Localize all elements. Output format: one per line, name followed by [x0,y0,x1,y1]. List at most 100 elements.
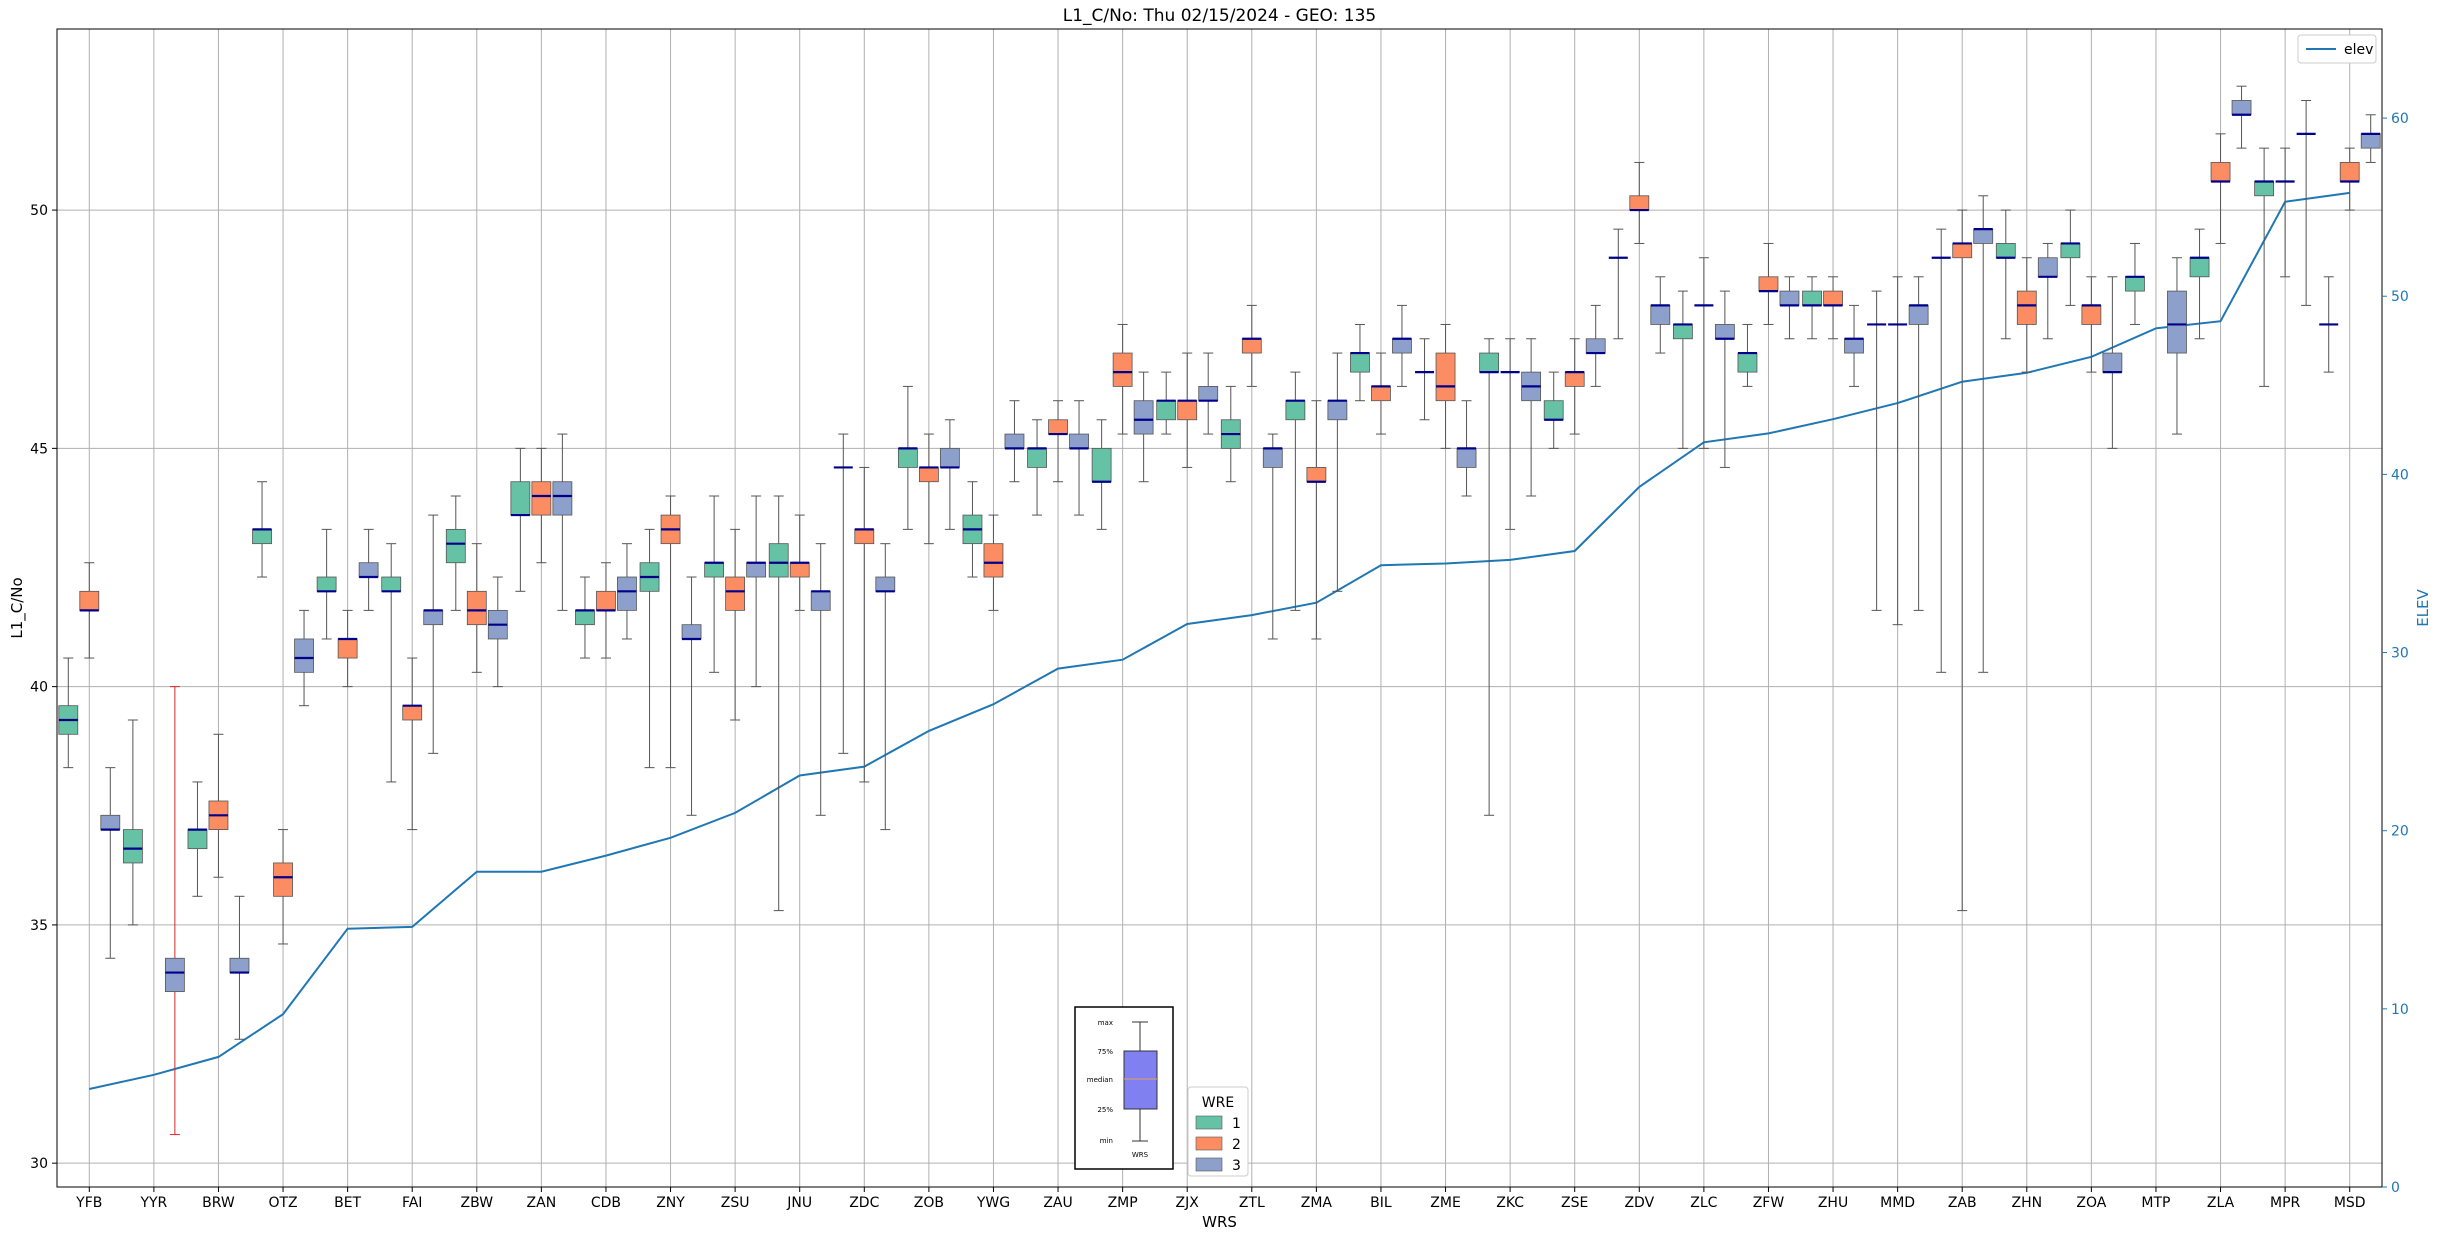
box-iqr [229,957,250,973]
box-zfw-wre2 [1758,242,1779,325]
box-iqr [1285,400,1306,421]
x-tick-label: ZTL [1239,1195,1265,1211]
box-zsu-wre1 [704,495,725,673]
box-iqr [1004,433,1025,449]
box-zjx-wre1 [1156,371,1177,435]
box-iqr [575,609,595,626]
box-bet-wre3 [358,528,379,611]
box-yyr-wre3 [164,686,185,1136]
y-tick-label: 40 [30,680,48,696]
wre-legend-label-2: 2 [1232,1137,1241,1153]
box-iqr [918,467,939,483]
box-zab-wre1 [1931,228,1951,673]
box-zla-wre1 [2189,228,2210,340]
box-msd-wre1 [2319,276,2339,373]
box-zkc-wre2 [1500,338,1520,530]
key-label-max: max [1098,1019,1113,1027]
box-jnu-wre1 [768,495,789,912]
box-zkc-wre3 [1521,338,1542,497]
box-mpr-wre1 [2254,147,2275,387]
box-iqr [1241,338,1262,354]
box-zan-wre3 [552,433,573,611]
x-tick-label: ZAN [527,1195,557,1211]
box-layer [58,85,2381,1136]
y2-tick-label: 0 [2391,1180,2400,1196]
box-iqr [2167,290,2187,354]
x-tick-label: ZSU [721,1195,750,1211]
box-iqr [704,562,725,578]
box-mpr-wre2 [2275,147,2295,278]
x-tick-label: YYR [139,1195,167,1211]
box-iqr [875,576,896,592]
box-zhn-wre2 [2016,257,2037,373]
box-iqr [1564,371,1585,387]
box-iqr [273,862,293,897]
box-iqr [1758,276,1779,292]
box-iqr [187,829,208,850]
box-zab-wre3 [1973,195,1994,673]
box-iqr [2360,133,2381,149]
x-tick-label: ZHU [1818,1195,1848,1211]
box-zau-wre2 [1048,400,1068,483]
box-iqr [768,543,789,578]
x-tick-label: OTZ [268,1195,297,1211]
box-bil-wre3 [1392,304,1412,387]
box-zny-wre1 [639,528,660,769]
x-tick-label: ZDC [849,1195,879,1211]
wre-swatch-2 [1195,1136,1223,1151]
wre-legend-label-3: 3 [1232,1158,1241,1174]
box-zau-wre3 [1069,400,1089,516]
box-brw-wre1 [187,781,208,897]
box-iqr [1802,290,1822,306]
box-ywg-wre1 [962,481,983,578]
box-cdb-wre2 [596,562,616,659]
key-label-median: median [1087,1076,1113,1084]
x-tick-label: ZFW [1753,1195,1785,1211]
box-iqr [1069,433,1089,449]
x-tick-label: ZDV [1624,1195,1654,1211]
y-axis-title: L1_C/No [8,577,27,638]
box-zab-wre2 [1952,209,1973,912]
box-iqr [1456,447,1477,468]
x-tick-label: BIL [1370,1195,1392,1211]
box-bet-wre1 [316,528,337,640]
box-fai-wre3 [423,514,444,754]
wre-legend-box [1187,1086,1249,1177]
box-zbw-wre1 [445,495,466,611]
wre-swatch-3 [1195,1157,1223,1172]
box-iqr [2125,276,2145,292]
box-otz-wre2 [273,829,293,945]
box-iqr [681,624,702,640]
box-yfb-wre2 [79,562,100,659]
box-zob-wre2 [918,433,939,545]
x-tick-label: MTP [2141,1195,2170,1211]
box-yfb-wre1 [58,657,79,769]
x-tick-label: ZJX [1176,1195,1200,1211]
y2-tick-label: 20 [2391,824,2409,840]
x-tick-label: ZAB [1948,1195,1977,1211]
box-iqr [983,543,1004,578]
box-iqr [1543,400,1564,421]
box-zjx-wre3 [1198,352,1219,435]
box-msd-wre2 [2339,147,2360,211]
box-zmp-wre1 [1091,419,1112,530]
box-zsu-wre3 [746,495,767,688]
wre-legend-title: WRE [1202,1095,1234,1111]
key-label-x: WRS [1132,1151,1149,1159]
key-box-body [1123,1050,1158,1110]
box-yfb-wre3 [100,767,121,959]
key-label-min: min [1100,1137,1113,1145]
box-zhu-wre2 [1823,276,1843,340]
box-zlc-wre3 [1714,290,1735,468]
box-iqr [2254,181,2275,197]
box-iqr [2102,352,2123,373]
box-iqr [746,562,767,578]
box-cdb-wre3 [617,543,637,640]
box-iqr [1952,243,1973,259]
box-zob-wre3 [939,419,960,530]
box-iqr [725,576,746,611]
box-zla-wre3 [2231,85,2252,149]
box-ywg-wre3 [1004,400,1025,483]
axis-layer: YFB YYR BRW OTZ BET FAI ZBW ZAN CDB ZNY ZSU JNU ZDC Z… [30,111,2409,1211]
box-iqr [1435,352,1456,402]
